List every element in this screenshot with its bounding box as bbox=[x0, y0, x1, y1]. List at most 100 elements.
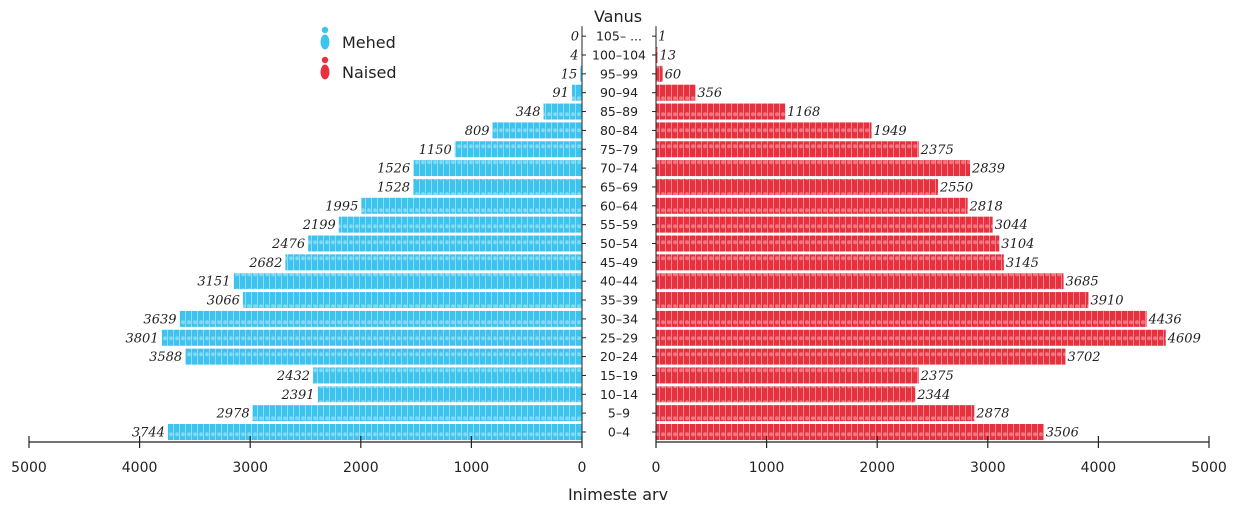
bar-male-16 bbox=[492, 122, 582, 139]
age-label-19: 95–99 bbox=[600, 66, 638, 81]
value-label-female-5: 4609 bbox=[1167, 331, 1201, 346]
age-label-9: 45–49 bbox=[600, 255, 638, 270]
x-tick-label-left-0: 5000 bbox=[11, 460, 47, 476]
bars-group: 3744 3506 0–4 2978 2878 5–9 2391 2344 10–14 2432 2… bbox=[126, 28, 1201, 441]
value-label-female-18: 356 bbox=[697, 86, 722, 101]
bar-male-17 bbox=[543, 103, 582, 120]
value-label-female-19: 60 bbox=[665, 67, 682, 82]
value-label-male-12: 1995 bbox=[325, 199, 358, 214]
age-label-12: 60–64 bbox=[600, 198, 638, 213]
bar-female-12 bbox=[656, 197, 968, 214]
value-label-male-14: 1526 bbox=[377, 162, 410, 177]
bar-female-0 bbox=[656, 424, 1044, 440]
age-label-3: 15–19 bbox=[600, 368, 638, 383]
value-label-female-11: 3044 bbox=[995, 218, 1028, 233]
bar-male-4 bbox=[185, 348, 582, 365]
age-label-16: 80–84 bbox=[600, 123, 638, 138]
bar-female-11 bbox=[656, 216, 993, 233]
age-label-21: 105– ... bbox=[596, 29, 642, 44]
bar-female-3 bbox=[656, 367, 919, 384]
bar-male-14 bbox=[413, 160, 582, 177]
x-tick-label-right-3: 3000 bbox=[970, 460, 1006, 476]
bar-female-9 bbox=[656, 254, 1004, 271]
value-label-male-20: 4 bbox=[569, 49, 578, 64]
value-label-male-16: 809 bbox=[465, 124, 490, 139]
x-tick-label-left-1: 4000 bbox=[122, 460, 158, 476]
value-label-male-2: 2391 bbox=[280, 388, 314, 403]
value-label-female-8: 3685 bbox=[1066, 275, 1099, 290]
legend-male-label: Mehed bbox=[342, 33, 396, 52]
age-label-7: 35–39 bbox=[600, 293, 638, 308]
age-label-17: 85–89 bbox=[600, 104, 638, 119]
bar-male-10 bbox=[308, 235, 582, 252]
x-tick-label-left-4: 1000 bbox=[454, 460, 490, 476]
value-label-female-15: 2375 bbox=[920, 143, 954, 158]
value-label-male-0: 3744 bbox=[132, 426, 165, 441]
value-label-female-13: 2550 bbox=[939, 180, 973, 195]
bar-female-15 bbox=[656, 141, 919, 158]
age-label-0: 0–4 bbox=[608, 425, 630, 440]
bar-male-0 bbox=[167, 424, 582, 440]
bar-female-18 bbox=[656, 84, 696, 101]
bar-female-19 bbox=[656, 65, 663, 82]
age-label-10: 50–54 bbox=[600, 236, 638, 251]
value-label-female-12: 2818 bbox=[969, 199, 1003, 214]
age-label-5: 25–29 bbox=[600, 330, 638, 345]
value-label-female-17: 1168 bbox=[787, 105, 820, 120]
value-label-male-10: 2476 bbox=[271, 237, 305, 252]
age-label-6: 30–34 bbox=[600, 311, 638, 326]
bar-female-2 bbox=[656, 386, 916, 403]
age-label-1: 5–9 bbox=[608, 406, 630, 421]
legend-female-icon bbox=[320, 56, 330, 80]
bar-male-2 bbox=[317, 386, 582, 403]
bar-female-16 bbox=[656, 122, 872, 139]
bar-female-14 bbox=[656, 160, 970, 177]
value-label-female-16: 1949 bbox=[874, 124, 907, 139]
bar-male-9 bbox=[285, 254, 582, 271]
value-label-male-21: 0 bbox=[571, 30, 579, 45]
value-label-female-2: 2344 bbox=[916, 388, 950, 403]
bar-female-10 bbox=[656, 235, 1000, 252]
bar-female-4 bbox=[656, 348, 1066, 365]
value-label-male-15: 1150 bbox=[419, 143, 452, 158]
x-tick-label-left-5: 0 bbox=[578, 460, 587, 476]
age-label-2: 10–14 bbox=[600, 387, 638, 402]
x-tick-label-left-2: 3000 bbox=[232, 460, 268, 476]
value-label-female-20: 13 bbox=[659, 49, 676, 64]
bar-male-12 bbox=[361, 197, 582, 214]
age-label-14: 70–74 bbox=[600, 161, 638, 176]
bar-female-1 bbox=[656, 405, 975, 422]
bar-female-20 bbox=[656, 47, 658, 63]
bar-male-18 bbox=[571, 84, 582, 101]
bar-male-19 bbox=[580, 65, 582, 82]
bar-male-6 bbox=[179, 310, 582, 327]
bar-male-11 bbox=[338, 216, 582, 233]
value-label-male-6: 3639 bbox=[143, 312, 176, 327]
bar-female-7 bbox=[656, 292, 1089, 309]
x-tick-label-right-5: 5000 bbox=[1191, 460, 1227, 476]
x-tick-label-right-1: 1000 bbox=[749, 460, 785, 476]
bar-male-13 bbox=[413, 178, 582, 195]
bar-male-7 bbox=[242, 292, 583, 309]
bar-female-6 bbox=[656, 310, 1147, 327]
value-label-female-6: 4436 bbox=[1148, 312, 1182, 327]
x-tick-label-right-0: 0 bbox=[652, 460, 661, 476]
age-label-11: 55–59 bbox=[600, 217, 638, 232]
age-label-4: 20–24 bbox=[600, 349, 638, 364]
chart-title: Vanus bbox=[594, 7, 642, 26]
legend-male-icon bbox=[320, 26, 330, 50]
value-label-male-9: 2682 bbox=[248, 256, 282, 271]
value-label-female-1: 2878 bbox=[975, 407, 1009, 422]
bar-male-8 bbox=[233, 273, 583, 290]
value-label-male-8: 3151 bbox=[197, 275, 230, 290]
value-label-female-9: 3145 bbox=[1006, 256, 1039, 271]
age-label-15: 75–79 bbox=[600, 142, 638, 157]
x-tick-label-left-3: 2000 bbox=[343, 460, 379, 476]
x-axis-label: Inimeste arv bbox=[568, 485, 668, 504]
age-label-13: 65–69 bbox=[600, 179, 638, 194]
value-label-female-3: 2375 bbox=[920, 369, 954, 384]
value-label-male-5: 3801 bbox=[126, 331, 159, 346]
value-label-female-7: 3910 bbox=[1090, 294, 1123, 309]
